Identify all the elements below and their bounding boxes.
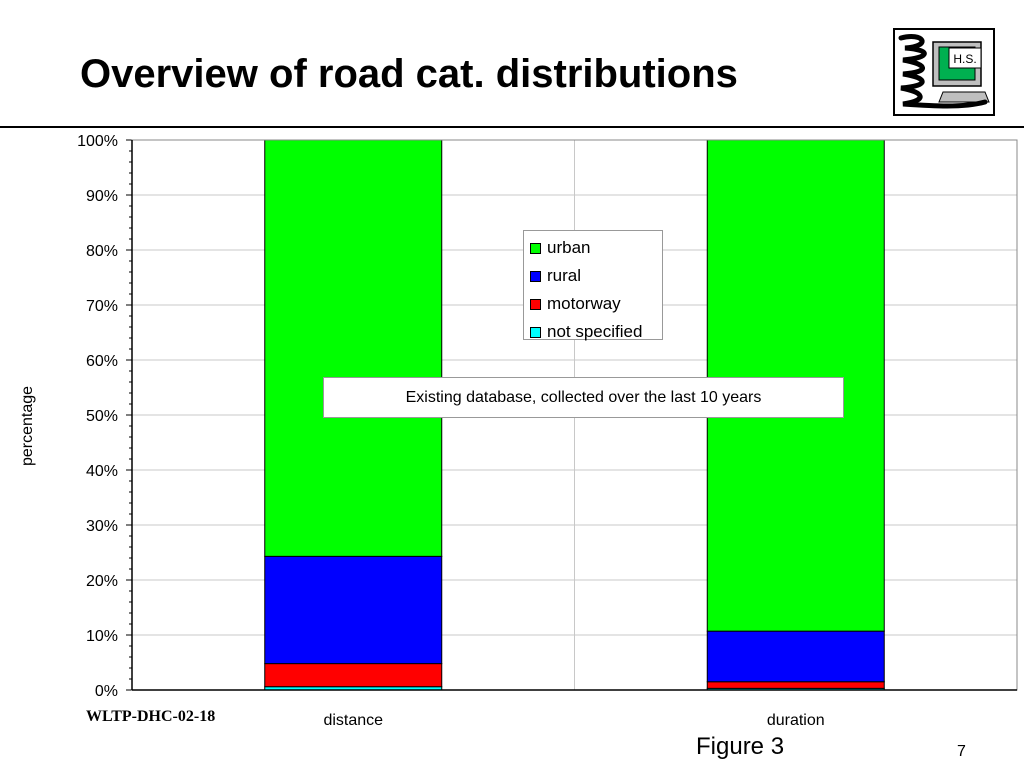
y-tick-label: 20% xyxy=(86,573,118,590)
legend-swatch-urban xyxy=(530,242,541,254)
y-tick-label: 40% xyxy=(86,463,118,480)
bar-segment-urban-distance xyxy=(264,139,443,557)
bar-segment-motorway-duration xyxy=(706,681,885,689)
legend-swatch-motorway xyxy=(530,298,541,310)
stacked-bar-chart: 0% 10% 20% 30% 40% 50% 60% 70% 80% 90% 100% distanc… xyxy=(19,133,1018,728)
document-code: WLTP-DHC-02-18 xyxy=(86,708,216,725)
logo-text: H.S. xyxy=(953,52,976,66)
x-tick-label: distance xyxy=(323,712,383,728)
legend-item-not-specified: not specified xyxy=(524,318,662,346)
x-tick-label: duration xyxy=(767,712,825,728)
chart-legend: urban rural motorway not specified xyxy=(523,230,663,341)
bar-segment-motorway-distance xyxy=(264,663,443,688)
y-tick-label: 90% xyxy=(86,188,118,205)
y-tick-label: 80% xyxy=(86,243,118,260)
legend-label-urban: urban xyxy=(547,238,591,257)
y-tick-label: 70% xyxy=(86,298,118,315)
slide-title: Overview of road cat. distributions xyxy=(80,52,738,96)
y-tick-label: 0% xyxy=(95,683,118,700)
legend-label-motorway: motorway xyxy=(547,294,621,313)
y-tick-label: 60% xyxy=(86,353,118,370)
legend-label-not-specified: not specified xyxy=(547,322,643,341)
title-divider xyxy=(0,126,1024,128)
chart-annotation: Existing database, collected over the la… xyxy=(323,377,844,418)
legend-item-urban: urban xyxy=(524,234,662,262)
y-tick-label: 100% xyxy=(77,133,118,150)
figure-label: Figure 3 xyxy=(696,733,785,760)
bar-segment-rural-distance xyxy=(264,555,443,665)
legend-swatch-not-specified xyxy=(530,326,541,338)
legend-swatch-rural xyxy=(530,270,541,282)
hs-logo-icon: H.S. xyxy=(893,28,995,116)
page-number: 7 xyxy=(957,743,966,760)
legend-item-rural: rural xyxy=(524,262,662,290)
y-axis-label: percentage xyxy=(19,386,36,466)
legend-item-motorway: motorway xyxy=(524,290,662,318)
y-tick-label: 50% xyxy=(86,408,118,425)
legend-label-rural: rural xyxy=(547,266,582,285)
y-tick-label: 10% xyxy=(86,628,118,645)
y-tick-label: 30% xyxy=(86,518,118,535)
bar-segment-rural-duration xyxy=(706,630,885,683)
